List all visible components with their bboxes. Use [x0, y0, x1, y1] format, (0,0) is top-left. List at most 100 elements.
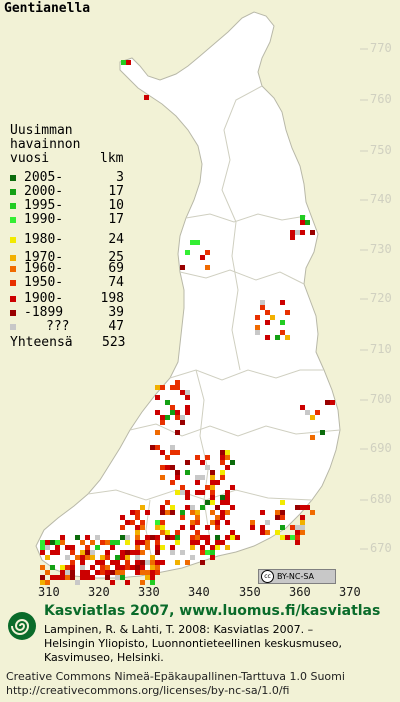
grid-cell: [120, 565, 125, 570]
grid-cell: [225, 545, 230, 550]
cc-license-badge[interactable]: cc BY-NC-SA: [258, 569, 336, 584]
grid-cell: [185, 390, 190, 395]
grid-cell: [185, 505, 190, 510]
grid-cell: [80, 560, 85, 565]
grid-cell: [215, 540, 220, 545]
legend-year-label: 1950-: [24, 275, 64, 290]
grid-cell: [110, 580, 115, 585]
grid-cell: [230, 505, 235, 510]
grid-cell: [170, 480, 175, 485]
grid-cell: [140, 580, 145, 585]
grid-cell: [205, 485, 210, 490]
grid-cell: [190, 505, 195, 510]
grid-cell: [225, 510, 230, 515]
grid-cell: [95, 545, 100, 550]
grid-cell: [85, 570, 90, 575]
grid-cell: [140, 570, 145, 575]
legend-row: 2005- 3: [10, 171, 124, 185]
legend-year-label: 1960-: [24, 261, 64, 276]
legend-swatch: [10, 310, 16, 316]
grid-cell: [145, 510, 150, 515]
grid-cell: [165, 465, 170, 470]
grid-cell: [155, 560, 160, 565]
legend-year-label: 1900-: [24, 291, 64, 306]
grid-cell: [65, 570, 70, 575]
legend-swatch: [10, 296, 16, 302]
grid-cell: [90, 575, 95, 580]
grid-cell: [225, 455, 230, 460]
legend-total: Yhteensä 523: [10, 336, 140, 350]
grid-cell: [225, 535, 230, 540]
grid-cell: [180, 415, 185, 420]
grid-cell: [295, 505, 300, 510]
grid-cell: [160, 520, 165, 525]
grid-cell: [195, 510, 200, 515]
grid-cell: [255, 325, 260, 330]
grid-cell: [260, 525, 265, 530]
grid-cell: [280, 320, 285, 325]
grid-cell: [195, 520, 200, 525]
grid-cell: [170, 450, 175, 455]
grid-cell: [230, 535, 235, 540]
grid-cell: [55, 575, 60, 580]
legend-count: 47: [108, 319, 124, 334]
grid-cell: [120, 525, 125, 530]
grid-cell: [40, 550, 45, 555]
grid-cell: [260, 530, 265, 535]
grid-cell: [220, 515, 225, 520]
grid-cell: [65, 565, 70, 570]
grid-cell: [310, 415, 315, 420]
grid-cell: [160, 385, 165, 390]
grid-cell: [85, 550, 90, 555]
grid-cell: [150, 570, 155, 575]
legend-swatch: [10, 266, 16, 272]
grid-cell: [285, 310, 290, 315]
grid-cell: [180, 485, 185, 490]
grid-cell: [125, 540, 130, 545]
grid-cell: [265, 520, 270, 525]
grid-cell: [160, 450, 165, 455]
grid-cell: [130, 520, 135, 525]
grid-cell: [190, 535, 195, 540]
grid-cell: [60, 575, 65, 580]
legend-swatch: [10, 237, 16, 243]
grid-cell: [55, 550, 60, 555]
grid-cell: [100, 560, 105, 565]
legend-year-label: 1970-: [24, 250, 64, 265]
grid-cell: [175, 410, 180, 415]
grid-cell: [150, 565, 155, 570]
grid-cell: [190, 555, 195, 560]
grid-cell: [200, 475, 205, 480]
grid-cell: [125, 560, 130, 565]
grid-cell: [295, 230, 300, 235]
grid-cell: [65, 545, 70, 550]
grid-cell: [160, 505, 165, 510]
grid-cell: [145, 560, 150, 565]
grid-cell: [195, 480, 200, 485]
grid-cell: [305, 410, 310, 415]
grid-cell: [280, 510, 285, 515]
grid-cell: [160, 415, 165, 420]
grid-cell: [225, 500, 230, 505]
grid-cell: [100, 565, 105, 570]
lat-tick-marks: [360, 48, 368, 550]
grid-cell: [210, 500, 215, 505]
legend-year-label: 1990-: [24, 212, 64, 227]
grid-cell: [205, 500, 210, 505]
grid-cell: [195, 490, 200, 495]
grid-cell: [170, 535, 175, 540]
grid-cell: [300, 515, 305, 520]
legend-count: 39: [108, 305, 124, 320]
grid-cell: [280, 500, 285, 505]
lon-label: 360: [289, 585, 311, 599]
legend-row: -1899 39: [10, 306, 124, 320]
grid-cell: [190, 510, 195, 515]
grid-cell: [155, 570, 160, 575]
license-url-link[interactable]: http://creativecommons.org/licenses/by-n…: [6, 684, 290, 697]
grid-cell: [210, 485, 215, 490]
grid-cell: [300, 505, 305, 510]
grid-cell: [130, 550, 135, 555]
legend-header-line-1: Uusimman: [10, 123, 73, 138]
grid-cell: [155, 535, 160, 540]
